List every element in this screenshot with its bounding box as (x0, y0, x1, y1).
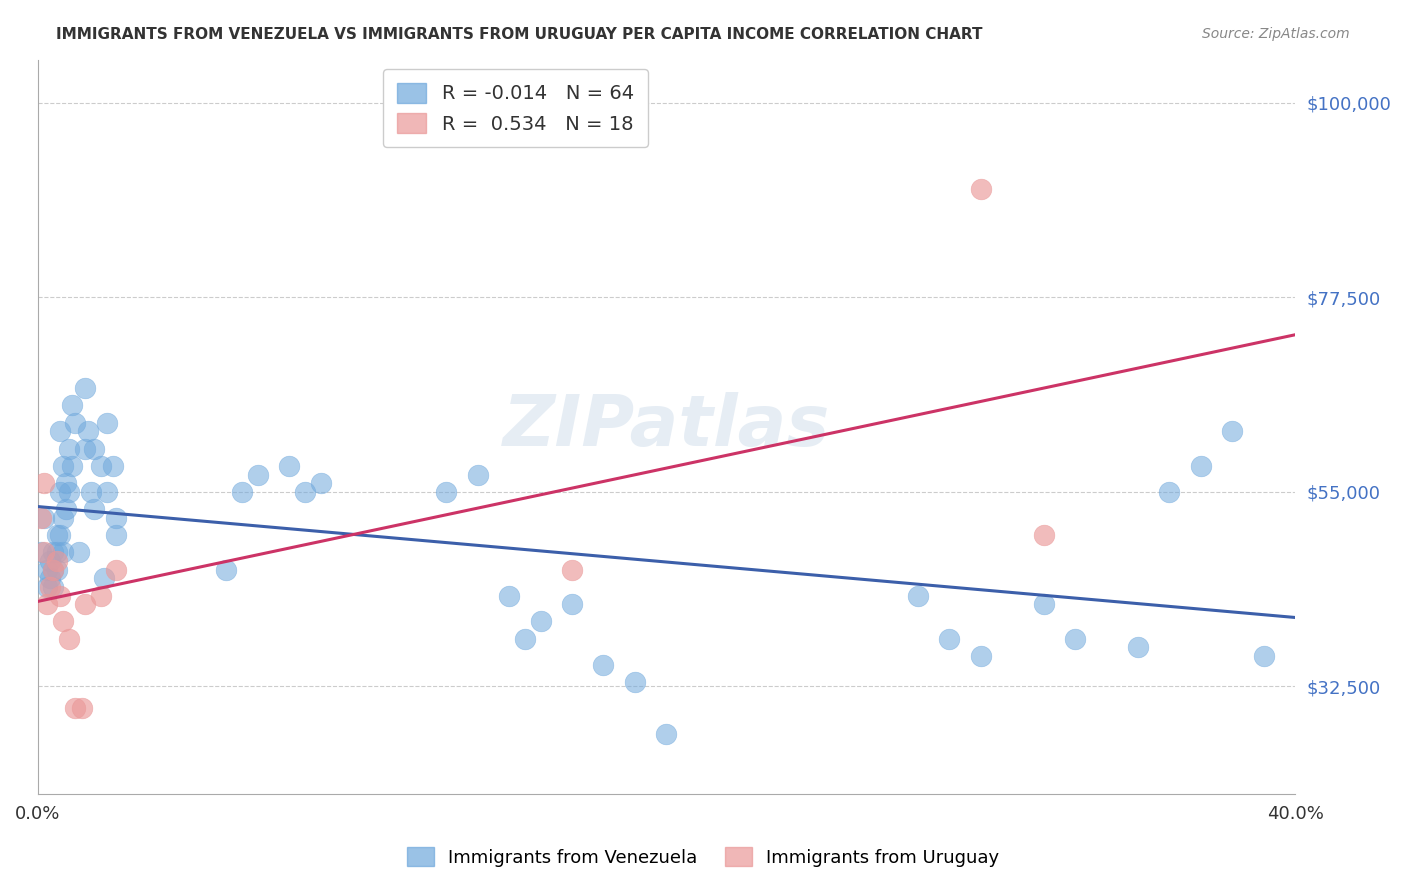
Point (45, 563, 67, 577)
Point (58, 442, 80, 456)
Point (1253, 648, 1275, 663)
Text: IMMIGRANTS FROM VENEZUELA VS IMMIGRANTS FROM URUGUAY PER CAPITA INCOME CORRELATI: IMMIGRANTS FROM VENEZUELA VS IMMIGRANTS … (56, 27, 983, 42)
Point (561, 563, 583, 577)
Point (42, 563, 65, 577)
Text: ZIPatlas: ZIPatlas (503, 392, 830, 461)
Point (101, 458, 124, 473)
Point (60, 398, 83, 412)
Point (52, 545, 75, 559)
Point (561, 597, 583, 611)
Point (1126, 640, 1149, 655)
Point (39, 580, 62, 594)
Point (45, 554, 67, 568)
Point (624, 675, 647, 690)
Point (32, 545, 55, 559)
Point (231, 484, 253, 499)
Point (246, 467, 269, 482)
Point (105, 528, 128, 542)
Point (498, 589, 520, 603)
Point (30, 545, 52, 559)
Point (55, 476, 77, 491)
Point (70, 701, 93, 715)
Point (73, 597, 96, 611)
Point (80, 484, 103, 499)
Point (1032, 597, 1054, 611)
Point (58, 632, 80, 646)
Point (48, 484, 70, 499)
Point (969, 182, 991, 196)
Point (37, 580, 59, 594)
Point (969, 648, 991, 663)
Point (52, 458, 75, 473)
Point (215, 563, 238, 577)
Point (48, 528, 70, 542)
Point (530, 615, 553, 629)
Point (77, 425, 100, 439)
Point (90, 458, 112, 473)
Point (938, 632, 960, 646)
Point (1220, 425, 1243, 439)
Point (48, 425, 70, 439)
Legend: R = -0.014   N = 64, R =  0.534   N = 18: R = -0.014 N = 64, R = 0.534 N = 18 (384, 70, 648, 147)
Point (592, 657, 614, 672)
Point (907, 589, 929, 603)
Point (467, 467, 489, 482)
Point (105, 510, 128, 524)
Point (434, 484, 457, 499)
Point (655, 727, 678, 741)
Point (65, 416, 87, 430)
Point (48, 589, 70, 603)
Point (67, 545, 90, 559)
Point (42, 563, 65, 577)
Point (278, 458, 301, 473)
Point (52, 510, 75, 524)
Point (30, 510, 52, 524)
Point (294, 484, 316, 499)
Point (42, 545, 65, 559)
Point (73, 442, 96, 456)
Point (309, 476, 332, 491)
Point (60, 458, 83, 473)
Point (1189, 458, 1212, 473)
Point (65, 701, 87, 715)
Point (513, 632, 536, 646)
Point (39, 554, 62, 568)
Point (37, 597, 59, 611)
Point (42, 580, 65, 594)
Point (37, 563, 59, 577)
Point (45, 545, 67, 559)
Point (32, 510, 55, 524)
Point (83, 442, 105, 456)
Point (96, 484, 118, 499)
Point (93, 571, 115, 585)
Point (39, 571, 62, 585)
Text: Source: ZipAtlas.com: Source: ZipAtlas.com (1202, 27, 1350, 41)
Point (1064, 632, 1087, 646)
Point (55, 502, 77, 516)
Point (52, 615, 75, 629)
Point (45, 528, 67, 542)
Point (96, 416, 118, 430)
Point (90, 589, 112, 603)
Point (32, 476, 55, 491)
Point (105, 563, 128, 577)
Legend: Immigrants from Venezuela, Immigrants from Uruguay: Immigrants from Venezuela, Immigrants fr… (399, 840, 1007, 874)
Point (1032, 528, 1054, 542)
Point (73, 381, 96, 395)
Point (1159, 484, 1181, 499)
Point (58, 484, 80, 499)
Point (83, 502, 105, 516)
